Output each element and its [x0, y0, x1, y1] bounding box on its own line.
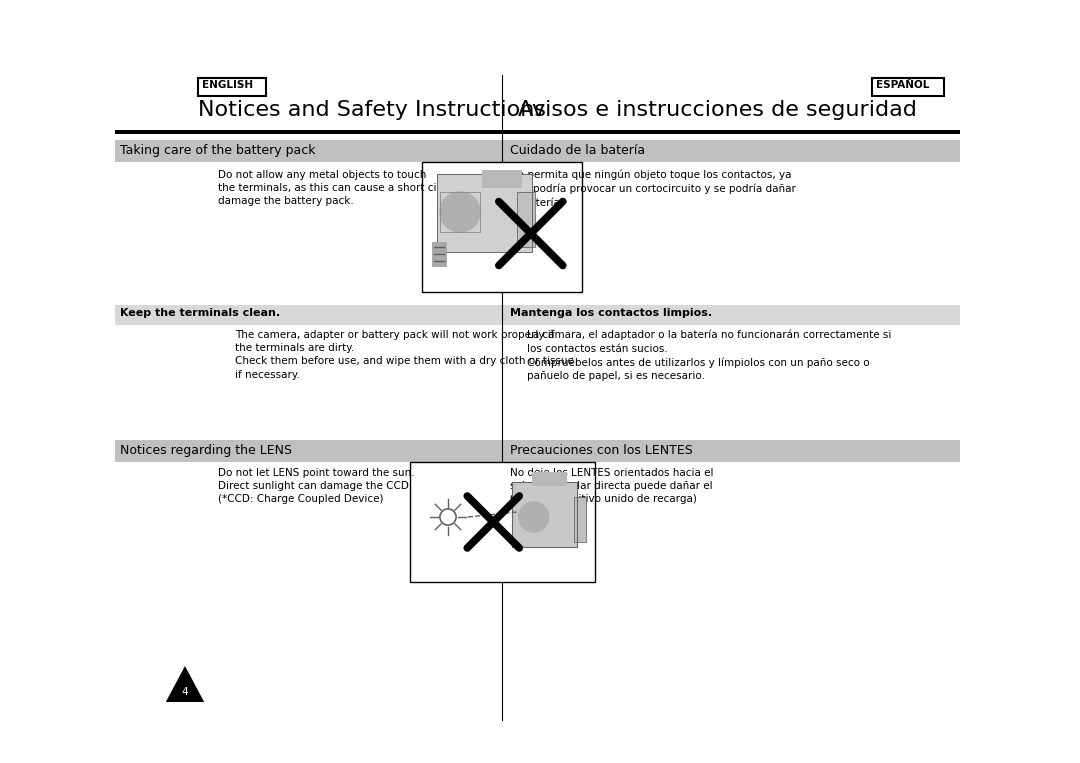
Bar: [573, 497, 585, 542]
Bar: [114, 305, 502, 325]
Bar: [482, 170, 522, 188]
Text: 4: 4: [181, 687, 188, 697]
Text: No deje los LENTES orientados hacia el
sol. La luz solar directa puede dañar el
: No deje los LENTES orientados hacia el s…: [510, 468, 714, 504]
Bar: [502, 305, 960, 325]
Bar: [432, 242, 447, 267]
Bar: [437, 174, 532, 252]
Bar: [512, 482, 577, 547]
Text: Do not allow any metal objects to touch
the terminals, as this can cause a short: Do not allow any metal objects to touch …: [218, 170, 483, 207]
Bar: [531, 472, 567, 486]
Bar: [872, 78, 944, 96]
Text: Notices regarding the LENS: Notices regarding the LENS: [120, 444, 292, 457]
Text: Do not let LENS point toward the sun.
Direct sunlight can damage the CCD.
(*CCD:: Do not let LENS point toward the sun. Di…: [218, 468, 415, 504]
Bar: [114, 140, 502, 162]
Text: ENGLISH: ENGLISH: [202, 80, 253, 90]
Bar: [114, 130, 960, 134]
Bar: [512, 482, 577, 547]
Text: Cuidado de la batería: Cuidado de la batería: [510, 144, 645, 157]
Polygon shape: [166, 666, 204, 702]
Bar: [437, 174, 532, 252]
Text: La cámara, el adaptador o la batería no funcionarán correctamente si
los contact: La cámara, el adaptador o la batería no …: [527, 330, 891, 381]
Text: Precauciones con los LENTES: Precauciones con los LENTES: [510, 444, 692, 457]
Text: Avisos e instrucciones de seguridad: Avisos e instrucciones de seguridad: [518, 100, 917, 120]
Text: Taking care of the battery pack: Taking care of the battery pack: [120, 144, 315, 157]
Text: ESPAÑOL: ESPAÑOL: [876, 80, 930, 90]
Text: Mantenga los contactos limpios.: Mantenga los contactos limpios.: [510, 308, 712, 318]
Bar: [502, 140, 960, 162]
Text: Keep the terminals clean.: Keep the terminals clean.: [120, 308, 280, 318]
Bar: [502, 440, 960, 462]
Text: Notices and Safety Instructions: Notices and Safety Instructions: [198, 100, 546, 120]
Bar: [422, 162, 582, 292]
Bar: [517, 192, 535, 247]
Bar: [573, 497, 585, 542]
Bar: [198, 78, 266, 96]
Bar: [114, 440, 502, 462]
Text: The camera, adapter or battery pack will not work properly if
the terminals are : The camera, adapter or battery pack will…: [235, 330, 573, 380]
Circle shape: [440, 192, 480, 232]
Text: No permita que ningún objeto toque los contactos, ya
que podría provocar un cort: No permita que ningún objeto toque los c…: [510, 170, 796, 208]
Bar: [410, 462, 595, 582]
Bar: [440, 192, 480, 232]
Bar: [517, 192, 535, 247]
Circle shape: [518, 502, 549, 532]
